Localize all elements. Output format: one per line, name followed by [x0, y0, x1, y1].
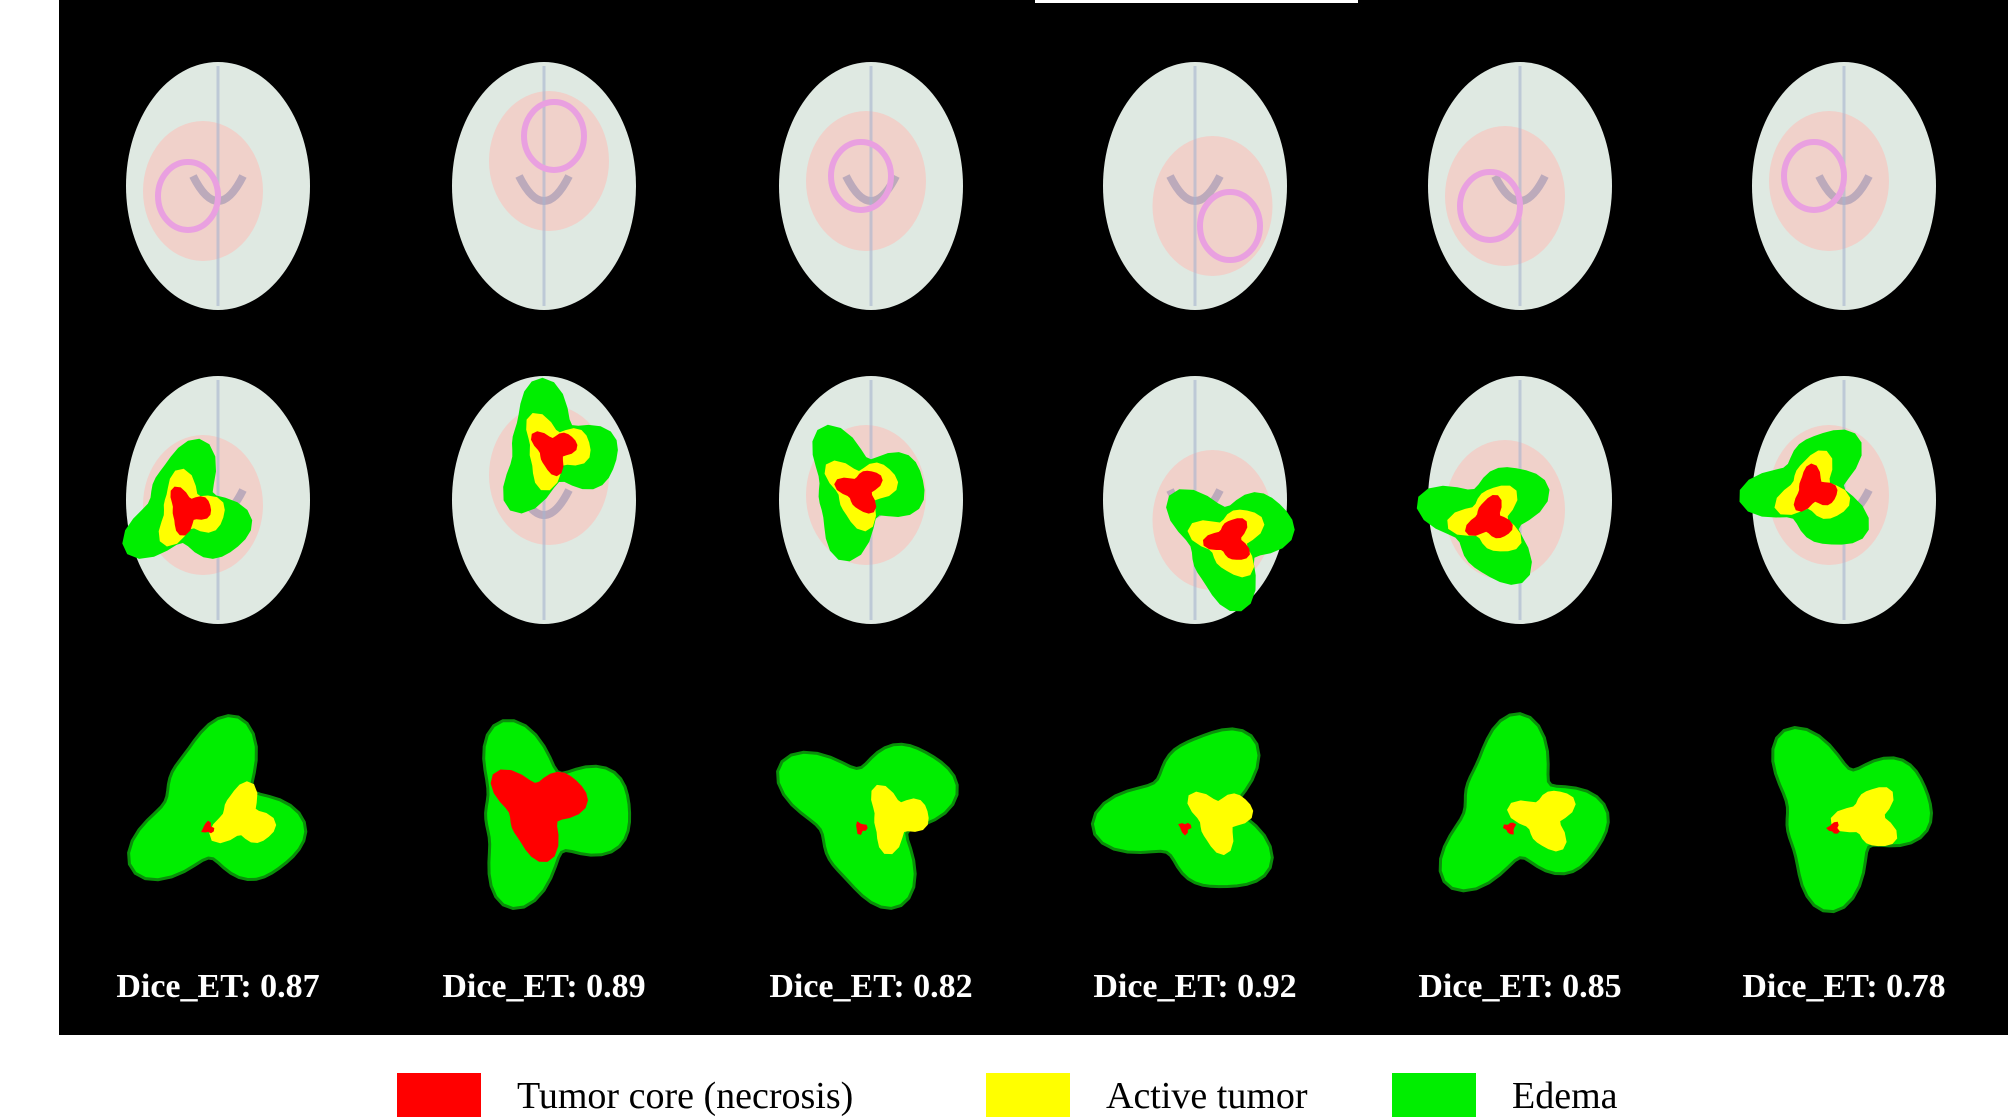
- column: [1090, 62, 1295, 889]
- column: [122, 62, 310, 882]
- tumor-hint: [155, 159, 221, 233]
- legend-label: Tumor core (necrosis): [517, 1075, 853, 1117]
- legend-swatch: [986, 1073, 1070, 1117]
- panel-background: [59, 0, 2008, 1035]
- active-3d: [209, 781, 277, 844]
- tumor-hint: [1197, 189, 1263, 263]
- content: Img Pred 3D Dice_ET: 0.87 Dice_ET: 0.89 Dice_…: [1, 62, 1946, 1117]
- tumor-hint: [1781, 139, 1847, 213]
- core-3d: [201, 820, 215, 834]
- active-3d: [1830, 787, 1898, 847]
- brain-tint: [806, 111, 926, 251]
- core-3d: [1826, 821, 1840, 834]
- legend-swatch: [1392, 1073, 1476, 1117]
- active-3d: [1187, 791, 1254, 856]
- column: [776, 62, 963, 910]
- column: [1416, 62, 1612, 893]
- dice-label: Dice_ET: 0.85: [1418, 968, 1621, 1005]
- tumor-hint: [1457, 169, 1523, 243]
- active-3d: [1507, 790, 1576, 852]
- legend-swatch: [397, 1073, 481, 1117]
- core-3d: [856, 821, 868, 835]
- top-strip: [1035, 0, 1358, 3]
- legend-label: Active tumor: [1106, 1075, 1308, 1117]
- core-region: [1465, 495, 1513, 539]
- legend-label: Edema: [1512, 1075, 1618, 1117]
- core-region: [834, 470, 883, 514]
- dice-label: Dice_ET: 0.82: [769, 968, 972, 1005]
- tumor-hint: [521, 99, 587, 173]
- core-region: [1793, 463, 1838, 512]
- core-3d: [490, 769, 588, 862]
- row-label: 3D: [1, 793, 37, 832]
- core-region: [531, 431, 578, 477]
- column: [452, 62, 636, 911]
- row-label: Pred: [1, 467, 37, 532]
- column: [1739, 62, 1936, 914]
- core-region: [1203, 518, 1250, 560]
- core-3d: [1503, 822, 1517, 835]
- dice-label: Dice_ET: 0.78: [1742, 968, 1945, 1005]
- dice-label: Dice_ET: 0.92: [1093, 968, 1296, 1005]
- dice-label: Dice_ET: 0.89: [442, 968, 645, 1005]
- row-label: Img: [1, 158, 37, 213]
- brain-tint: [489, 91, 609, 231]
- active-3d: [871, 784, 929, 855]
- dice-label: Dice_ET: 0.87: [116, 968, 319, 1005]
- brain-tint: [1152, 136, 1273, 276]
- tumor-hint: [828, 139, 894, 213]
- core-region: [170, 486, 212, 536]
- edema-3d: [776, 742, 959, 910]
- core-3d: [1178, 822, 1192, 836]
